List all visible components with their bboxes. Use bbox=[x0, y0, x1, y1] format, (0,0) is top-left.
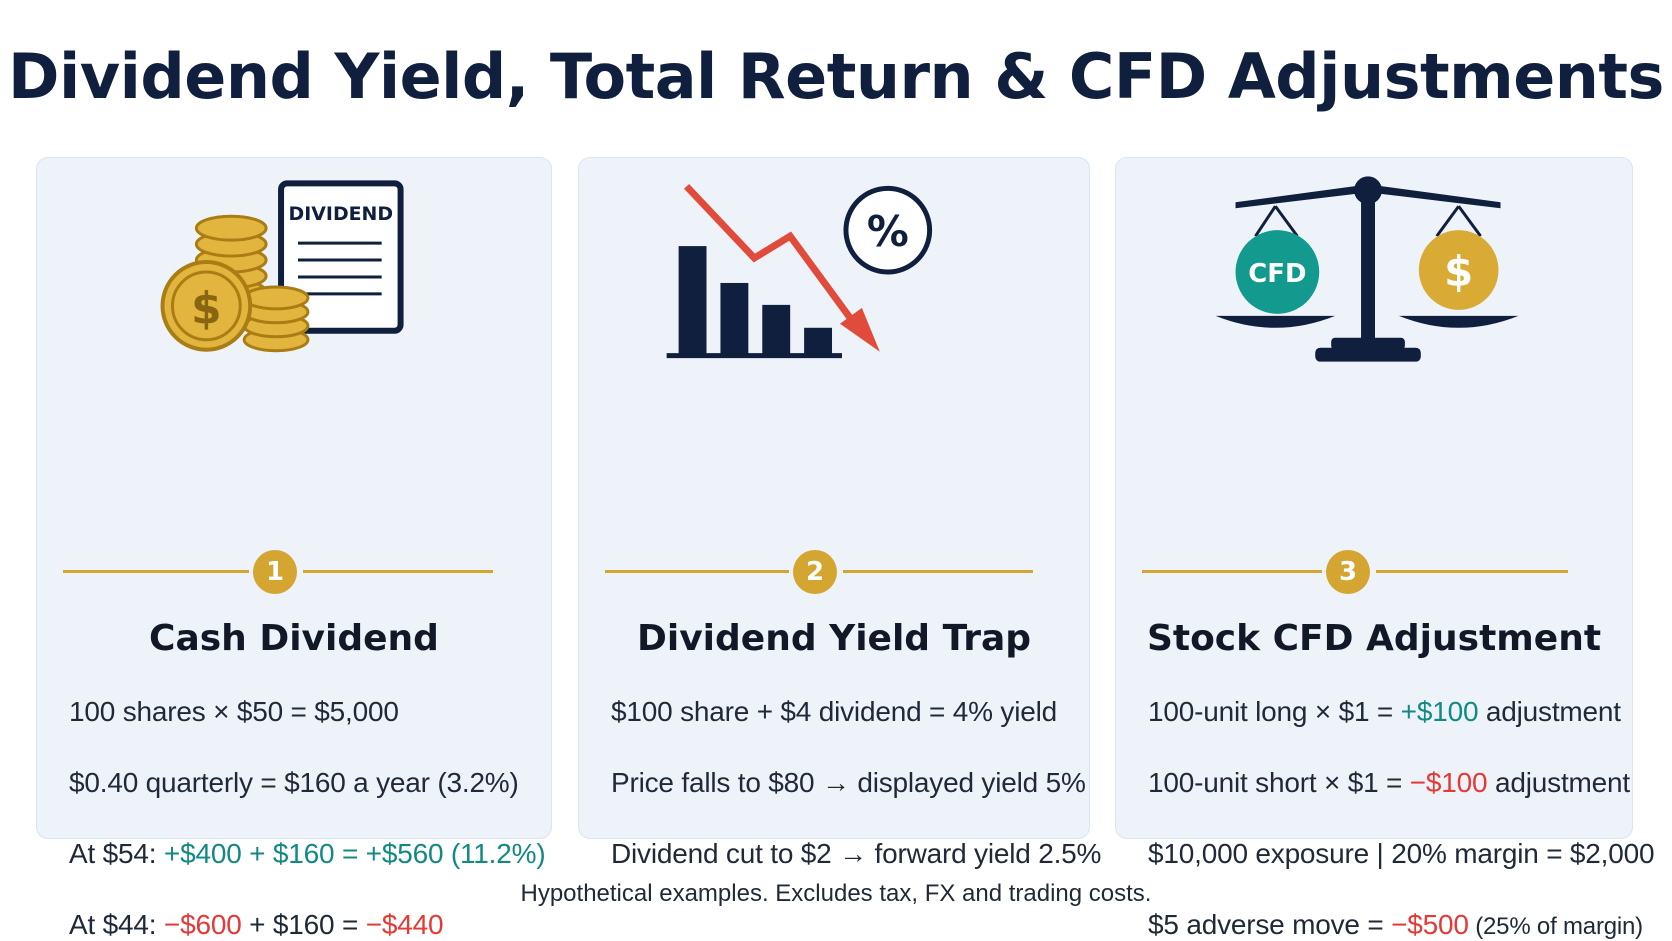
divider-right bbox=[303, 570, 493, 573]
step-badge: 3 bbox=[1326, 550, 1370, 594]
falling-bar-chart-with-percent-icon: % bbox=[666, 183, 933, 359]
line-segment: Dividend cut to $2 → forward yield 2.5% bbox=[611, 838, 1102, 869]
line-segment: $10,000 exposure | 20% margin = $2,000 bbox=[1148, 838, 1655, 869]
line-segment: +$100 bbox=[1400, 696, 1479, 727]
coins-and-dividend-document-icon: DIVIDEND $ bbox=[160, 180, 404, 353]
divider-left bbox=[1142, 570, 1322, 573]
card-title: Cash Dividend bbox=[149, 618, 439, 659]
example-line: $10,000 exposure | 20% margin = $2,000 bbox=[1148, 838, 1655, 909]
page-title: Dividend Yield, Total Return & CFD Adjus… bbox=[8, 40, 1664, 113]
card-cash-dividend: DIVIDEND $ bbox=[36, 157, 552, 940]
card-lines: $100 share + $4 dividend = 4% yield Price… bbox=[611, 696, 1101, 909]
line-segment: 100-unit short × $1 = bbox=[1148, 767, 1410, 798]
card-lines: 100 shares × $50 = $5,000 $0.40 quarterly… bbox=[69, 696, 546, 941]
line-segment: At $44: bbox=[69, 909, 164, 940]
line-segment: adjustment bbox=[1487, 767, 1630, 798]
divider-left bbox=[605, 570, 789, 573]
line-segment: $0.40 quarterly = $160 a year (3.2%) bbox=[69, 767, 519, 798]
divider-right bbox=[843, 570, 1033, 573]
line-segment: $100 share + $4 dividend = 4% yield bbox=[611, 696, 1057, 727]
line-segment: −$500 bbox=[1391, 909, 1469, 940]
step-badge: 1 bbox=[253, 550, 297, 594]
example-line: Price falls to $80 → displayed yield 5% bbox=[611, 767, 1086, 838]
card-title: Dividend Yield Trap bbox=[636, 618, 1032, 659]
cfd-label: CFD bbox=[1248, 259, 1306, 289]
dividend-doc-label: DIVIDEND bbox=[289, 203, 394, 225]
line-segment: Price falls to $80 → displayed yield 5% bbox=[611, 767, 1086, 798]
line-segment: −$600 bbox=[163, 909, 242, 940]
balance-scale-icon: CFD $ bbox=[1215, 176, 1519, 362]
dollar-symbol: $ bbox=[1444, 247, 1473, 296]
line-segment: + $160 = bbox=[241, 909, 366, 940]
divider-left bbox=[63, 570, 249, 573]
line-segment: At $54: bbox=[69, 838, 164, 869]
card-dividend-yield-trap: % 2 Dividend Yield Trap $100 share + $4 … bbox=[578, 157, 1101, 869]
line-segment: 100 shares × $50 = $5,000 bbox=[69, 696, 399, 727]
percent-symbol: % bbox=[867, 207, 909, 256]
step-badge: 2 bbox=[793, 550, 837, 594]
card-stock-cfd-adjustment: CFD $ 3 Stock CFD Adjustment 100-unit lo… bbox=[1115, 157, 1655, 940]
line-segment: adjustment bbox=[1478, 696, 1621, 727]
line-segment: $5 adverse move = bbox=[1148, 909, 1392, 940]
footer-note: Hypothetical examples. Excludes tax, FX … bbox=[520, 880, 1152, 907]
example-line: 100-unit short × $1 = −$100 adjustment bbox=[1148, 767, 1630, 838]
example-line: 100-unit long × $1 = +$100 adjustment bbox=[1148, 696, 1622, 767]
line-segment: −$440 bbox=[365, 909, 444, 940]
example-line: $100 share + $4 dividend = 4% yield bbox=[611, 696, 1079, 767]
line-segment: (25% of margin) bbox=[1468, 913, 1643, 940]
line-segment: −$100 bbox=[1409, 767, 1488, 798]
card-lines: 100-unit long × $1 = +$100 adjustment 100… bbox=[1148, 696, 1655, 941]
dollar-symbol: $ bbox=[191, 283, 222, 334]
line-segment: +$400 + $160 = +$560 (11.2%) bbox=[163, 838, 546, 869]
line-segment: 100-unit long × $1 = bbox=[1148, 696, 1401, 727]
example-line: At $44: −$600 + $160 = −$440 bbox=[69, 909, 541, 941]
divider-right bbox=[1376, 570, 1568, 573]
example-line: At $54: +$400 + $160 = +$560 (11.2%) bbox=[69, 838, 546, 909]
example-line: Dividend cut to $2 → forward yield 2.5% bbox=[611, 838, 1101, 909]
card-title: Stock CFD Adjustment bbox=[1146, 618, 1602, 659]
example-line: $5 adverse move = −$500 (25% of margin) bbox=[1148, 909, 1643, 941]
example-line: $0.40 quarterly = $160 a year (3.2%) bbox=[69, 767, 541, 838]
example-line: 100 shares × $50 = $5,000 bbox=[69, 696, 541, 767]
